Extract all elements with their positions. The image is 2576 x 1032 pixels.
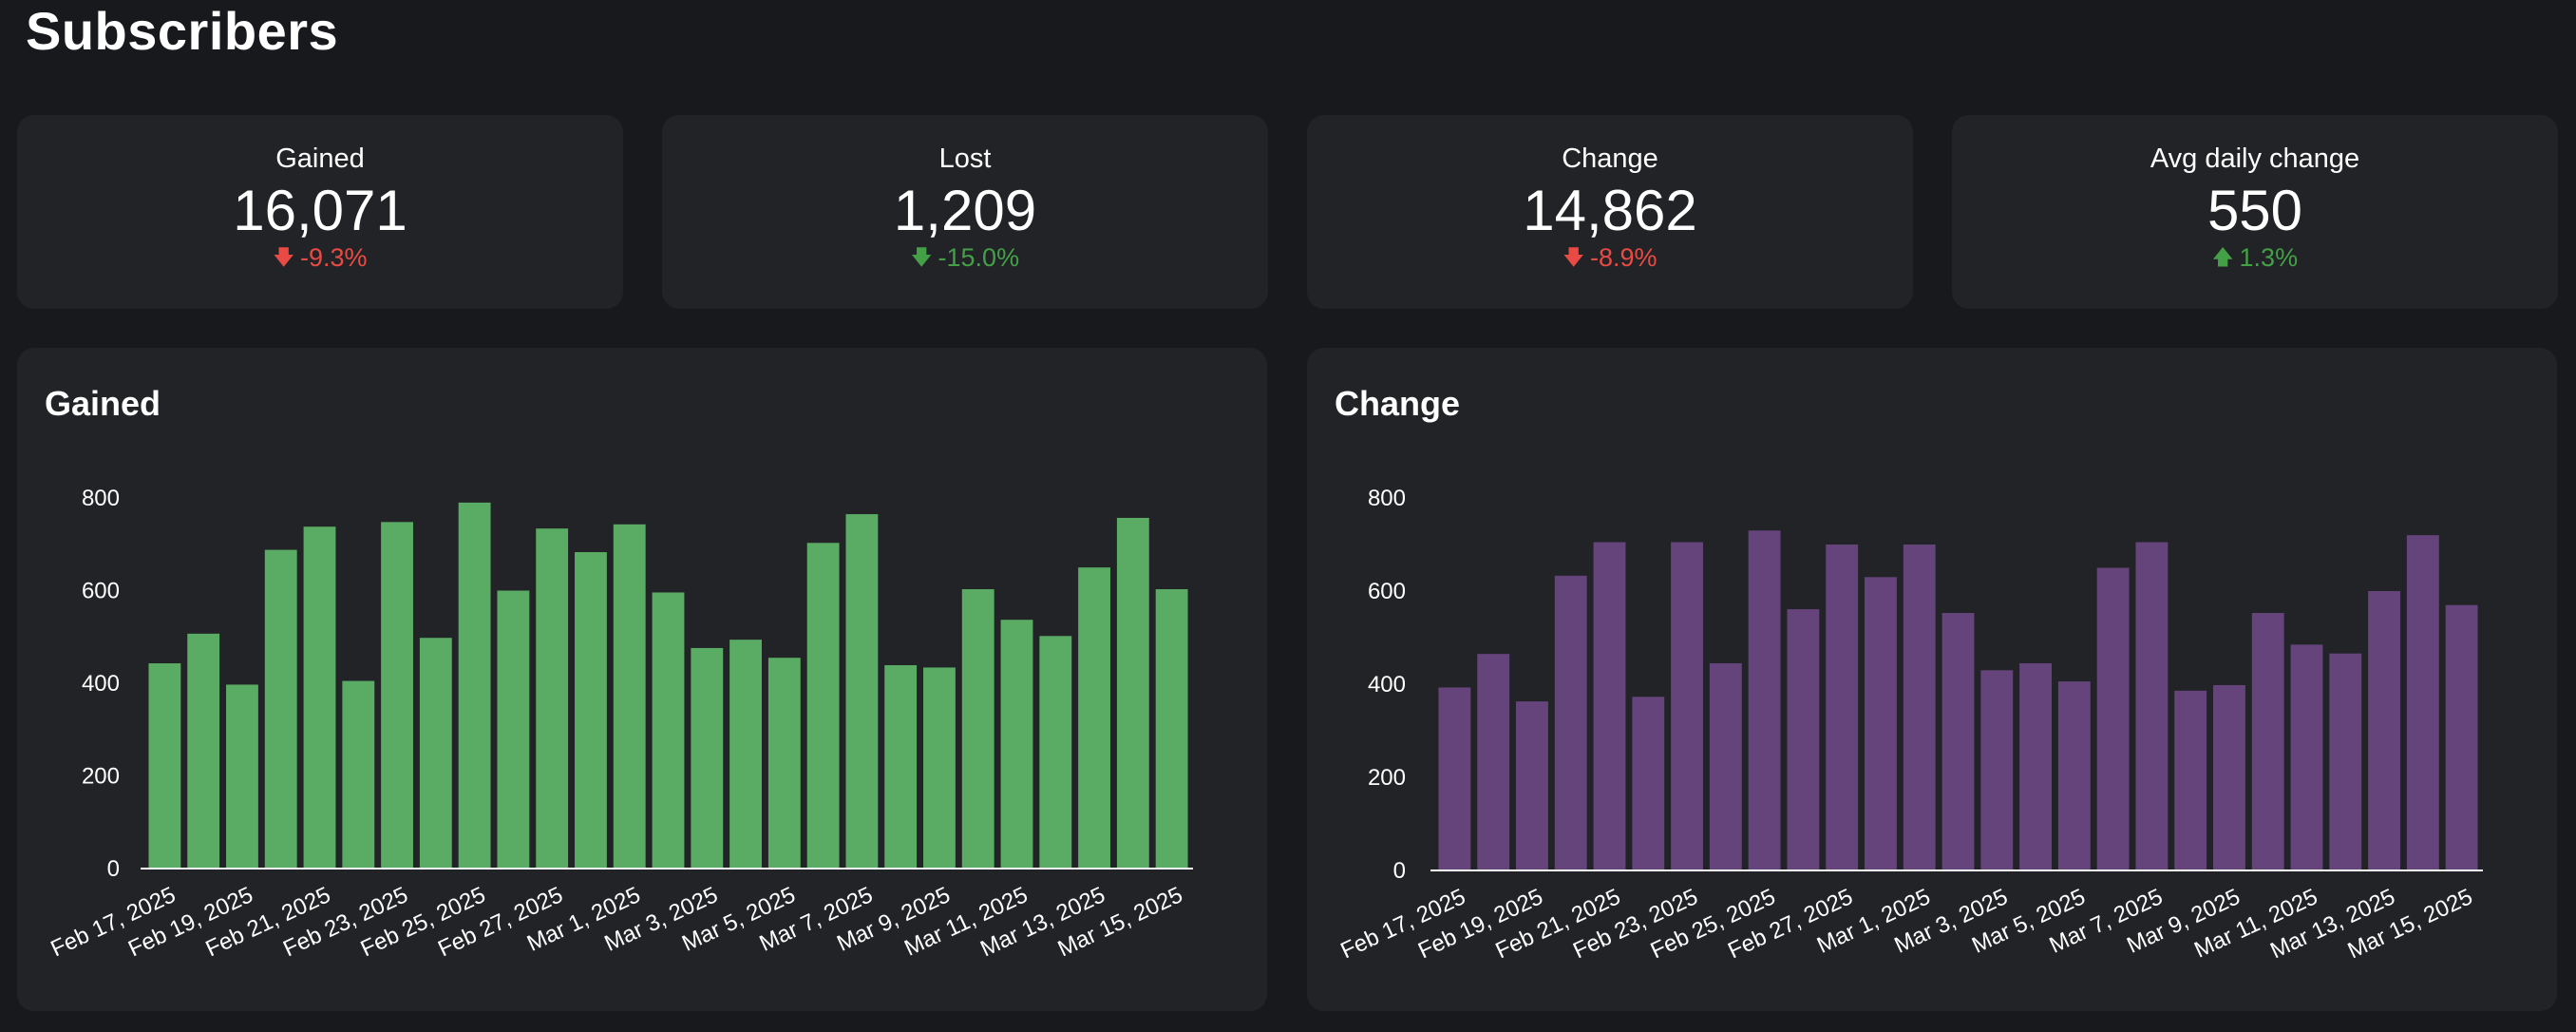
bar[interactable] xyxy=(961,589,994,869)
stat-delta-value: 1.3% xyxy=(2239,243,2299,272)
bar[interactable] xyxy=(2057,681,2091,870)
bar[interactable] xyxy=(806,543,840,869)
stat-card-avg-daily-change: Avg daily change 550 🡅 1.3% xyxy=(1952,115,2558,309)
bar[interactable] xyxy=(2019,662,2052,870)
bar[interactable] xyxy=(381,522,413,869)
bar[interactable] xyxy=(419,638,452,869)
chart-card-gained: Gained 0 200 400 600 800 Feb 17, 2025 Feb 19, … xyxy=(17,348,1267,1011)
chart-title: Gained xyxy=(45,384,161,423)
y-tick-label: 600 xyxy=(1368,579,1406,604)
bar[interactable] xyxy=(1632,697,1665,870)
bar[interactable] xyxy=(2368,591,2400,870)
y-tick-label: 200 xyxy=(82,764,120,790)
bar[interactable] xyxy=(613,524,646,869)
bar[interactable] xyxy=(342,680,375,869)
stat-delta-value: -8.9% xyxy=(1590,243,1657,272)
bar[interactable] xyxy=(1438,687,1471,870)
y-tick-label: 0 xyxy=(1393,858,1406,884)
bar[interactable] xyxy=(691,647,724,869)
stat-card-lost: Lost 1,209 🡇 -15.0% xyxy=(662,115,1268,309)
stat-label: Change xyxy=(1562,143,1658,174)
bar[interactable] xyxy=(575,552,607,869)
stat-card-gained: Gained 16,071 🡇 -9.3% xyxy=(17,115,623,309)
y-tick-label: 600 xyxy=(82,579,120,604)
y-tick-label: 400 xyxy=(1368,672,1406,698)
stat-value: 14,862 xyxy=(1523,179,1697,242)
stat-delta: 🡇 -9.3% xyxy=(17,242,623,273)
bar[interactable] xyxy=(2251,613,2284,870)
bar[interactable] xyxy=(1477,654,1510,870)
y-tick-label: 0 xyxy=(107,856,120,882)
bar[interactable] xyxy=(1000,620,1033,869)
bar[interactable] xyxy=(1980,670,2014,870)
bar[interactable] xyxy=(1516,701,1548,870)
stat-delta-value: -9.3% xyxy=(300,243,368,272)
bar[interactable] xyxy=(1941,613,1975,870)
bar[interactable] xyxy=(1155,589,1188,869)
arrow-up-icon: 🡅 xyxy=(2211,245,2234,269)
bar[interactable] xyxy=(1903,545,1936,870)
stat-label: Gained xyxy=(275,143,365,174)
stat-delta: 🡇 -8.9% xyxy=(1307,242,1913,273)
bar[interactable] xyxy=(1787,609,1820,870)
stat-delta: 🡅 1.3% xyxy=(1952,242,2558,273)
bar[interactable] xyxy=(264,549,297,869)
bar[interactable] xyxy=(1078,567,1110,870)
arrow-down-icon: 🡇 xyxy=(910,245,933,269)
stat-label: Avg daily change xyxy=(2150,143,2360,174)
arrow-down-icon: 🡇 xyxy=(1563,245,1585,269)
y-tick-label: 200 xyxy=(1368,765,1406,791)
bar[interactable] xyxy=(652,592,685,869)
bar[interactable] xyxy=(536,528,569,869)
bar[interactable] xyxy=(1593,542,1626,870)
arrow-down-icon: 🡇 xyxy=(273,245,295,269)
stat-value: 16,071 xyxy=(233,179,407,242)
stat-label: Lost xyxy=(938,143,992,174)
bar[interactable] xyxy=(845,514,879,869)
chart-card-change: Change 0 200 400 600 800 Feb 17, 2025 Feb 19, … xyxy=(1307,348,2557,1011)
stat-value: 1,209 xyxy=(893,179,1037,242)
bar[interactable] xyxy=(2290,644,2323,870)
bar[interactable] xyxy=(226,684,258,869)
stat-value: 550 xyxy=(2207,179,2303,242)
bar[interactable] xyxy=(2445,604,2478,870)
bar[interactable] xyxy=(2096,567,2130,871)
bar[interactable] xyxy=(923,667,956,869)
y-tick-label: 800 xyxy=(1368,486,1406,511)
stat-delta: 🡇 -15.0% xyxy=(662,242,1268,273)
bar[interactable] xyxy=(1865,577,1897,870)
stat-card-change: Change 14,862 🡇 -8.9% xyxy=(1307,115,1913,309)
chart-title: Change xyxy=(1335,384,1461,423)
bar[interactable] xyxy=(148,663,181,869)
bar[interactable] xyxy=(884,664,918,869)
bar[interactable] xyxy=(767,658,801,869)
bar[interactable] xyxy=(2406,535,2439,870)
bar[interactable] xyxy=(187,633,220,869)
stat-delta-value: -15.0% xyxy=(938,243,1020,272)
bar[interactable] xyxy=(497,590,530,870)
y-tick-label: 400 xyxy=(82,671,120,697)
y-tick-label: 800 xyxy=(82,486,120,511)
bar[interactable] xyxy=(1709,662,1742,870)
bar[interactable] xyxy=(1039,636,1072,869)
bar[interactable] xyxy=(458,502,491,870)
bar[interactable] xyxy=(2135,542,2169,870)
bar[interactable] xyxy=(303,526,336,869)
page-title: Subscribers xyxy=(26,1,339,61)
bar[interactable] xyxy=(1748,530,1781,870)
bar[interactable] xyxy=(2329,653,2362,870)
bar[interactable] xyxy=(729,640,762,869)
bar[interactable] xyxy=(1826,545,1859,870)
bar[interactable] xyxy=(1671,542,1703,870)
bar[interactable] xyxy=(2213,684,2245,870)
bar[interactable] xyxy=(1116,517,1149,869)
bar[interactable] xyxy=(2174,690,2207,870)
bar[interactable] xyxy=(1554,575,1587,870)
